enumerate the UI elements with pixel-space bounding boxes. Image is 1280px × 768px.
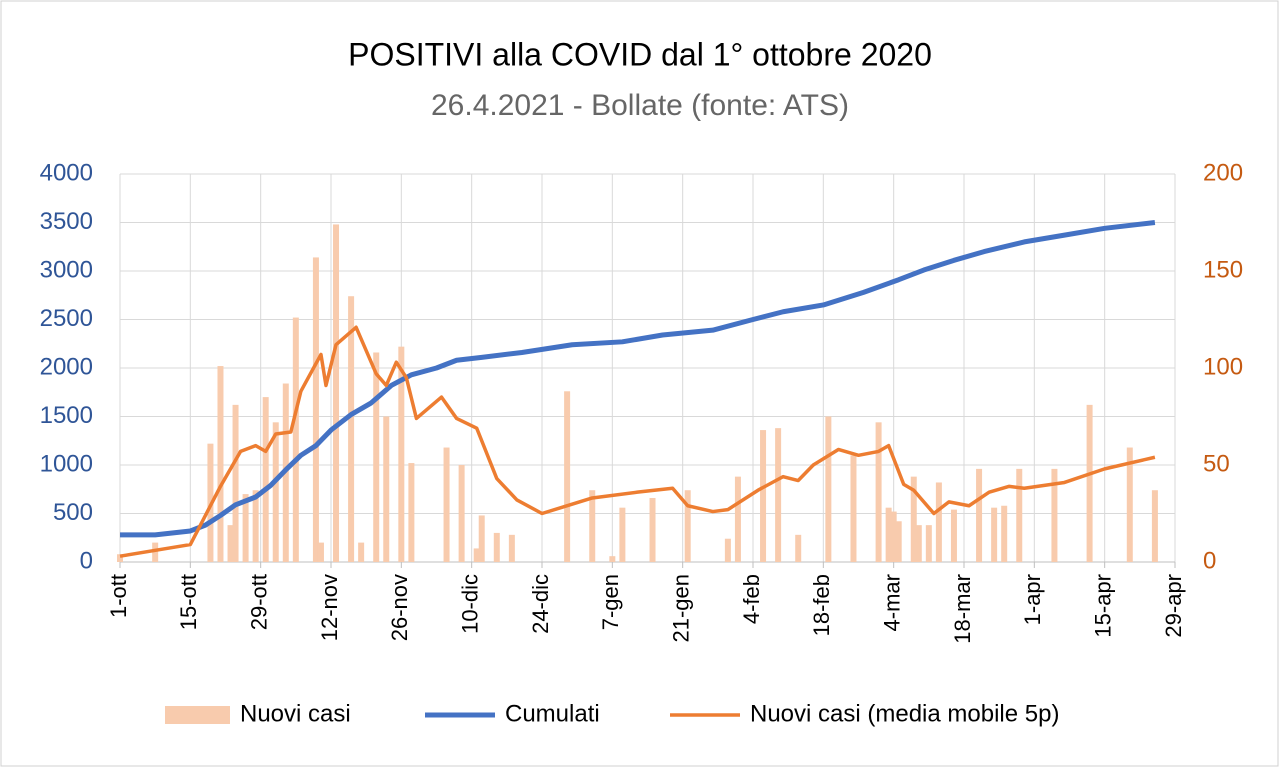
bar [825, 416, 832, 562]
x-tick-label: 18-feb [809, 574, 834, 636]
x-tick-label: 15-ott [176, 574, 201, 630]
y-tick-label: 3000 [40, 256, 93, 283]
bar [1151, 490, 1158, 562]
bar [358, 542, 365, 562]
bar [458, 465, 465, 562]
bar [589, 490, 596, 562]
bar [609, 556, 616, 562]
y2-tick-label: 100 [1203, 353, 1243, 380]
bar [910, 476, 917, 562]
x-tick-label: 7-gen [598, 574, 623, 630]
y-tick-label: 2500 [40, 305, 93, 332]
bar [272, 422, 279, 562]
bar [262, 397, 269, 562]
x-tick-label: 10-dic [457, 574, 482, 634]
bar [408, 463, 415, 562]
bar [991, 507, 998, 562]
bar [564, 391, 571, 562]
bar [925, 525, 932, 562]
legend-symbol [165, 706, 230, 724]
bar [1126, 447, 1133, 562]
bar [724, 538, 731, 562]
bar [734, 476, 741, 562]
bar [473, 548, 480, 562]
bar [935, 482, 942, 562]
y-tick-label: 2000 [40, 353, 93, 380]
bar [333, 224, 340, 562]
bar [443, 447, 450, 562]
y-tick-label: 1500 [40, 402, 93, 429]
legend-label: Nuovi casi [240, 700, 351, 727]
line [119, 325, 1156, 558]
x-tick-label: 15-apr [1090, 574, 1115, 638]
chart-title: POSITIVI alla COVID dal 1° ottobre 2020 [348, 36, 932, 72]
x-tick-label: 26-nov [387, 574, 412, 641]
bar [885, 507, 892, 562]
bar [252, 490, 259, 562]
bar [217, 366, 224, 562]
legend-label: Nuovi casi (media mobile 5p) [750, 700, 1059, 727]
bar [1001, 505, 1008, 562]
bar [775, 428, 782, 562]
y-tick-label: 500 [53, 499, 93, 526]
y-tick-label: 4000 [40, 159, 93, 186]
x-tick-label: 1-apr [1020, 574, 1045, 625]
bar [950, 509, 957, 562]
bar [619, 507, 626, 562]
y2-tick-label: 200 [1203, 159, 1243, 186]
bar [760, 430, 767, 562]
x-tick-label: 4-feb [739, 574, 764, 624]
y2-tick-label: 150 [1203, 256, 1243, 283]
x-tick-label: 12-nov [317, 574, 342, 641]
x-tick-label: 21-gen [668, 574, 693, 643]
bar [915, 525, 922, 562]
bar [312, 257, 319, 562]
x-tick-label: 18-mar [950, 574, 975, 644]
bar [398, 346, 405, 562]
bar [242, 494, 249, 562]
bar [232, 404, 239, 562]
bar [795, 534, 802, 562]
bar [478, 515, 485, 562]
bar [1086, 404, 1093, 562]
x-tick-label: 1-ott [106, 574, 131, 618]
x-tick-label: 29-ott [246, 574, 271, 630]
y2-tick-label: 0 [1203, 547, 1216, 574]
y-tick-label: 1000 [40, 450, 93, 477]
bar [493, 532, 500, 562]
bar [373, 352, 380, 562]
y2-tick-label: 50 [1203, 450, 1230, 477]
x-tick-label: 4-mar [879, 574, 904, 631]
bar [976, 468, 983, 562]
bar [152, 542, 159, 562]
bar [383, 416, 390, 562]
bar [348, 296, 355, 562]
y-tick-label: 0 [80, 547, 93, 574]
bar [508, 534, 515, 562]
bar [227, 525, 234, 562]
bar [649, 497, 656, 562]
x-tick-label: 24-dic [528, 574, 553, 634]
y-tick-label: 3500 [40, 208, 93, 235]
bar [292, 317, 299, 562]
bar [1016, 468, 1023, 562]
bar [890, 511, 897, 562]
bar [684, 490, 691, 562]
bar [117, 554, 123, 562]
bar [875, 422, 882, 562]
chart-subtitle: 26.4.2021 - Bollate (fonte: ATS) [431, 89, 849, 122]
legend-label: Cumulati [505, 700, 600, 727]
bar [1051, 468, 1058, 562]
line [120, 220, 1156, 538]
bar [895, 521, 902, 562]
x-tick-label: 29-apr [1161, 574, 1186, 638]
bar [317, 542, 324, 562]
bar [850, 455, 857, 562]
